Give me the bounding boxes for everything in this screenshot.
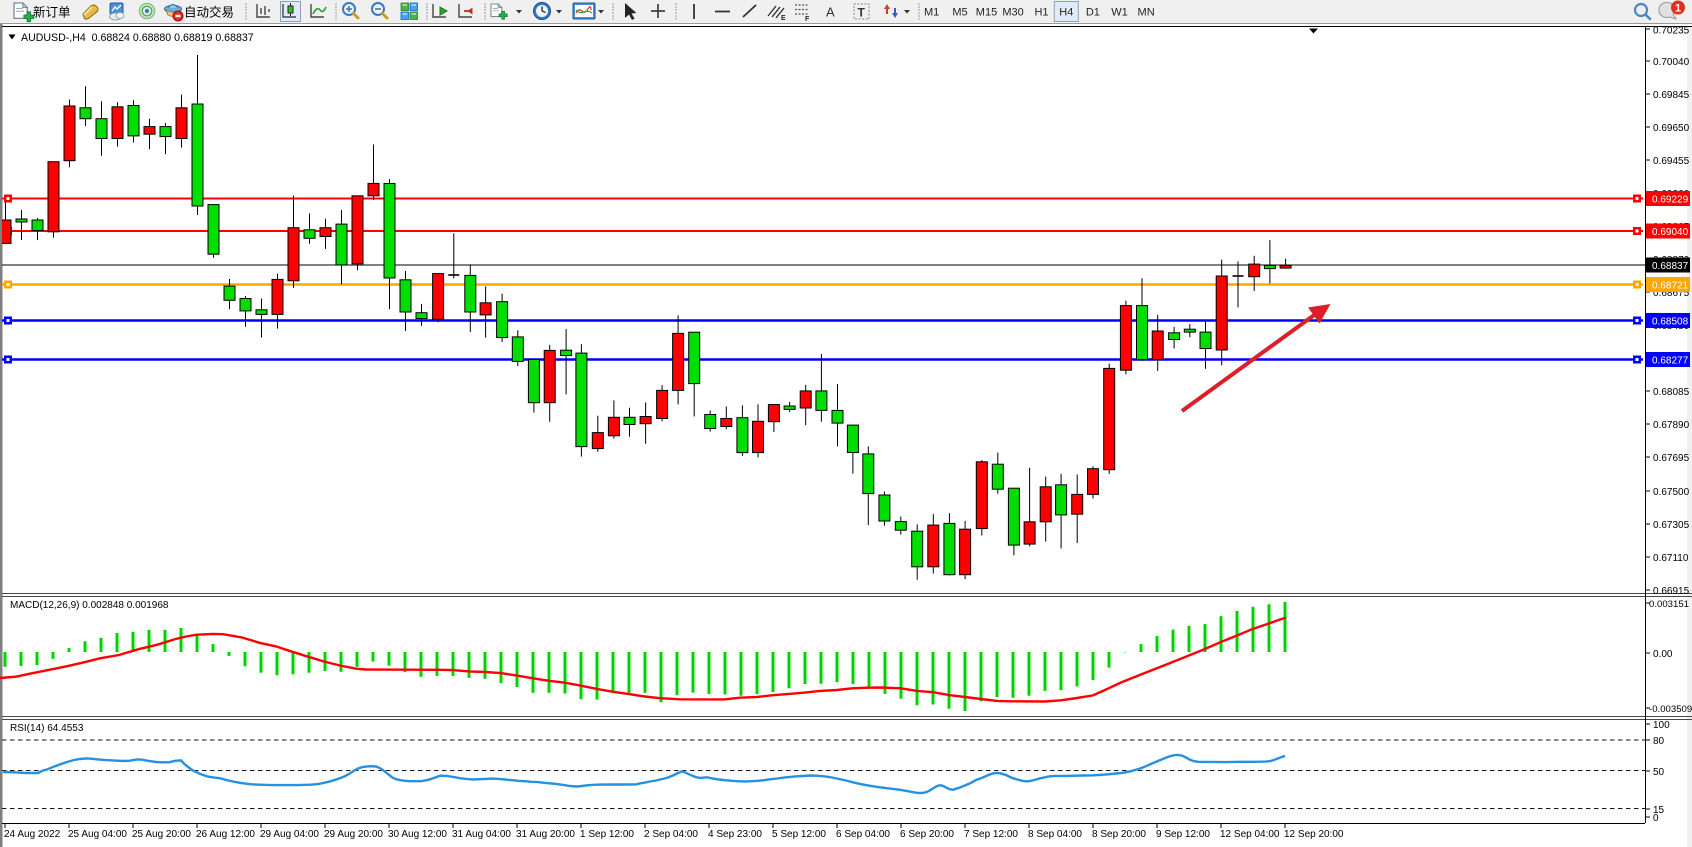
svg-text:31 Aug 04:00: 31 Aug 04:00 — [452, 829, 511, 840]
svg-text:0: 0 — [1653, 813, 1659, 824]
svg-text:1 Sep 12:00: 1 Sep 12:00 — [580, 829, 634, 840]
svg-text:0.68837: 0.68837 — [1652, 261, 1689, 272]
svg-text:24 Aug 2022: 24 Aug 2022 — [4, 829, 61, 840]
svg-text:0.67500: 0.67500 — [1653, 487, 1690, 498]
svg-text:0.68508: 0.68508 — [1652, 317, 1689, 328]
svg-text:0.69229: 0.69229 — [1652, 195, 1689, 206]
svg-text:8 Sep 20:00: 8 Sep 20:00 — [1092, 829, 1146, 840]
svg-text:D1: D1 — [1086, 7, 1100, 19]
svg-text:26 Aug 12:00: 26 Aug 12:00 — [196, 829, 255, 840]
svg-text:100: 100 — [1653, 720, 1670, 731]
svg-text:1: 1 — [1675, 3, 1681, 15]
svg-text:31 Aug 20:00: 31 Aug 20:00 — [516, 829, 575, 840]
svg-text:29 Aug 20:00: 29 Aug 20:00 — [324, 829, 383, 840]
svg-text:-0.003509: -0.003509 — [1649, 704, 1692, 715]
svg-text:0.66915: 0.66915 — [1653, 586, 1690, 597]
svg-text:9 Sep 12:00: 9 Sep 12:00 — [1156, 829, 1210, 840]
svg-text:25 Aug 04:00: 25 Aug 04:00 — [68, 829, 127, 840]
svg-text:T: T — [858, 6, 866, 20]
svg-text:M5: M5 — [952, 7, 967, 19]
svg-text:0.70040: 0.70040 — [1653, 57, 1690, 68]
svg-text:30 Aug 12:00: 30 Aug 12:00 — [388, 829, 447, 840]
svg-text:0.69845: 0.69845 — [1653, 90, 1690, 101]
svg-text:0.67305: 0.67305 — [1653, 520, 1690, 531]
svg-text:12 Sep 04:00: 12 Sep 04:00 — [1220, 829, 1280, 840]
svg-text:0.68675: 0.68675 — [1653, 288, 1690, 299]
svg-text:50: 50 — [1653, 767, 1665, 778]
svg-text:0.70235: 0.70235 — [1653, 26, 1690, 37]
svg-text:8 Sep 04:00: 8 Sep 04:00 — [1028, 829, 1082, 840]
svg-text:0.68721: 0.68721 — [1652, 281, 1689, 292]
svg-text:0.67890: 0.67890 — [1653, 420, 1690, 431]
svg-text:0.67695: 0.67695 — [1653, 453, 1690, 464]
svg-text:RSI(14) 64.4553: RSI(14) 64.4553 — [10, 723, 84, 734]
svg-text:7 Sep 12:00: 7 Sep 12:00 — [964, 829, 1018, 840]
svg-text:0.00: 0.00 — [1653, 649, 1673, 660]
svg-text:E: E — [781, 15, 786, 22]
svg-text:MN: MN — [1138, 7, 1155, 19]
svg-text:0.003151: 0.003151 — [1649, 599, 1689, 610]
svg-text:0.68085: 0.68085 — [1653, 387, 1690, 398]
svg-text:4 Sep 23:00: 4 Sep 23:00 — [708, 829, 762, 840]
svg-text:12 Sep 20:00: 12 Sep 20:00 — [1284, 829, 1344, 840]
svg-text:AUDUSD-,H4 0.68824 0.68880 0.: AUDUSD-,H4 0.68824 0.68880 0.68819 0.688… — [21, 32, 254, 44]
svg-text:0.67110: 0.67110 — [1653, 553, 1689, 564]
svg-text:6 Sep 04:00: 6 Sep 04:00 — [836, 829, 890, 840]
svg-text:H4: H4 — [1059, 7, 1073, 19]
svg-text:0.69040: 0.69040 — [1652, 227, 1689, 238]
svg-text:5 Sep 12:00: 5 Sep 12:00 — [772, 829, 826, 840]
svg-text:0.68277: 0.68277 — [1652, 356, 1689, 367]
svg-text:0.69650: 0.69650 — [1653, 123, 1690, 134]
svg-text:H1: H1 — [1034, 7, 1048, 19]
svg-text:A: A — [826, 5, 835, 20]
svg-text:29 Aug 04:00: 29 Aug 04:00 — [260, 829, 319, 840]
svg-text:新订单: 新订单 — [33, 5, 71, 20]
svg-text:F: F — [805, 16, 810, 23]
svg-text:M30: M30 — [1002, 7, 1023, 19]
svg-text:15: 15 — [1653, 805, 1665, 816]
svg-text:M1: M1 — [924, 7, 939, 19]
svg-text:80: 80 — [1653, 736, 1665, 747]
svg-text:0.69455: 0.69455 — [1653, 156, 1690, 167]
svg-text:自动交易: 自动交易 — [184, 5, 234, 20]
svg-text:2 Sep 04:00: 2 Sep 04:00 — [644, 829, 698, 840]
svg-text:25 Aug 20:00: 25 Aug 20:00 — [132, 829, 191, 840]
svg-text:W1: W1 — [1111, 7, 1128, 19]
svg-text:6 Sep 20:00: 6 Sep 20:00 — [900, 829, 954, 840]
svg-text:MACD(12,26,9) 0.002848 0.00196: MACD(12,26,9) 0.002848 0.001968 — [10, 600, 169, 611]
svg-text:M15: M15 — [976, 7, 997, 19]
